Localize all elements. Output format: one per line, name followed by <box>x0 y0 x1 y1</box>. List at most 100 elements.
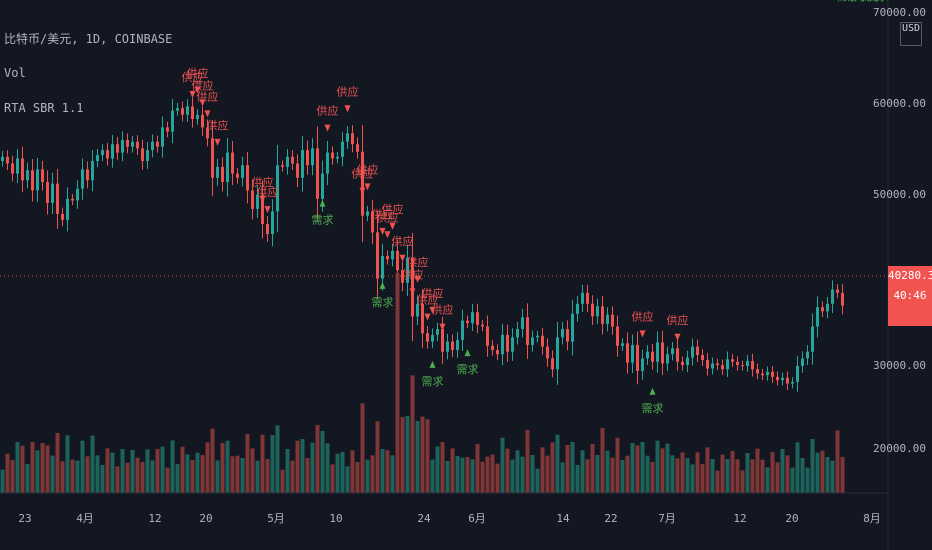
candle-body <box>671 348 674 355</box>
candle-body <box>156 141 159 147</box>
volume-bar <box>805 467 810 493</box>
volume-bar <box>550 442 555 493</box>
candle-body <box>486 326 489 346</box>
candle-body <box>11 163 14 174</box>
candle-body <box>86 169 89 181</box>
candle-body <box>221 166 224 182</box>
candle-body <box>331 152 334 159</box>
volume-bar <box>230 456 235 493</box>
volume-bar <box>680 452 685 493</box>
volume-bar <box>455 456 460 493</box>
candle-body <box>276 165 279 212</box>
volume-bar <box>720 454 725 493</box>
demand-label: 需求 <box>847 0 869 3</box>
volume-bar <box>445 461 450 493</box>
volume-bar <box>100 465 105 493</box>
supply-label: 供应 <box>632 309 654 323</box>
volume-bar <box>160 446 165 493</box>
volume-bar <box>515 450 520 493</box>
volume-bar <box>545 455 550 493</box>
volume-bar <box>90 435 95 493</box>
last-price-tag: 40280.31 <box>888 266 932 286</box>
candle-body <box>256 194 259 209</box>
volume-bar <box>740 470 745 493</box>
candle-body <box>241 165 244 178</box>
supply-label: 供应 <box>357 162 379 176</box>
volume-bar <box>45 445 50 493</box>
volume-bar <box>30 442 35 493</box>
volume-bar <box>540 447 545 493</box>
volume-bar <box>15 442 20 493</box>
demand-marker-icon <box>379 281 386 289</box>
candle-body <box>351 133 354 145</box>
volume-bar <box>590 444 595 493</box>
candle-body <box>291 156 294 164</box>
candle-body <box>536 335 539 338</box>
candle-body <box>166 127 169 132</box>
candle-body <box>806 351 809 359</box>
volume-bar <box>250 448 255 493</box>
volume-bar <box>640 442 645 493</box>
candle-body <box>701 355 704 361</box>
supply-marker-icon <box>194 86 201 94</box>
volume-bar <box>135 457 140 493</box>
volume-bar <box>555 434 560 493</box>
volume-bar <box>105 448 110 493</box>
volume-bar <box>410 375 415 493</box>
volume-bar <box>275 425 280 493</box>
candle-body <box>606 314 609 324</box>
time-axis-label: 10 <box>329 512 342 525</box>
candle-body <box>731 359 734 362</box>
volume-bar <box>300 439 305 493</box>
volume-bar <box>460 457 465 493</box>
volume-bar <box>700 464 705 493</box>
candle-body <box>551 358 554 370</box>
candle-body <box>811 326 814 352</box>
volume-bar <box>505 448 510 493</box>
supply-label: 供应 <box>417 293 439 307</box>
volume-bar <box>785 455 790 493</box>
volume-bar <box>675 458 680 493</box>
volume-bar <box>205 442 210 493</box>
volume-bar <box>140 462 145 493</box>
supply-label: 供应 <box>377 210 399 224</box>
volume-bar <box>370 455 375 493</box>
currency-badge[interactable]: USD <box>900 22 922 46</box>
time-axis-label: 24 <box>417 512 431 525</box>
volume-bar <box>430 459 435 493</box>
volume-bar <box>820 450 825 493</box>
candle-body <box>141 148 144 161</box>
candle-body <box>286 156 289 167</box>
candle-body <box>201 114 204 128</box>
supply-label: 供应 <box>667 313 689 327</box>
volume-bar <box>715 470 720 493</box>
candle-body <box>231 152 234 174</box>
candle-body <box>721 365 724 370</box>
volume-bar <box>380 449 385 493</box>
candle-body <box>561 329 564 338</box>
supply-label: 供应 <box>252 175 274 189</box>
candle-body <box>746 360 749 366</box>
candle-body <box>216 166 219 178</box>
candle-body <box>511 337 514 352</box>
candle-body <box>736 361 739 366</box>
candle-body <box>71 198 74 201</box>
volume-bar <box>360 403 365 493</box>
volume-bar <box>350 450 355 493</box>
candle-body <box>666 354 669 364</box>
candle-body <box>36 169 39 191</box>
volume-bar <box>600 428 605 493</box>
candle-body <box>391 250 394 260</box>
volume-bar <box>245 434 250 493</box>
candle-body <box>246 165 249 191</box>
volume-bar <box>65 435 70 493</box>
candle-body <box>541 335 544 347</box>
candle-body <box>371 211 374 233</box>
candle-body <box>716 363 719 366</box>
time-axis-label: 20 <box>199 512 212 525</box>
supply-marker-icon <box>414 275 421 283</box>
candle-body <box>16 158 19 174</box>
supply-label: 供应 <box>432 303 454 317</box>
candle-body <box>421 303 424 334</box>
